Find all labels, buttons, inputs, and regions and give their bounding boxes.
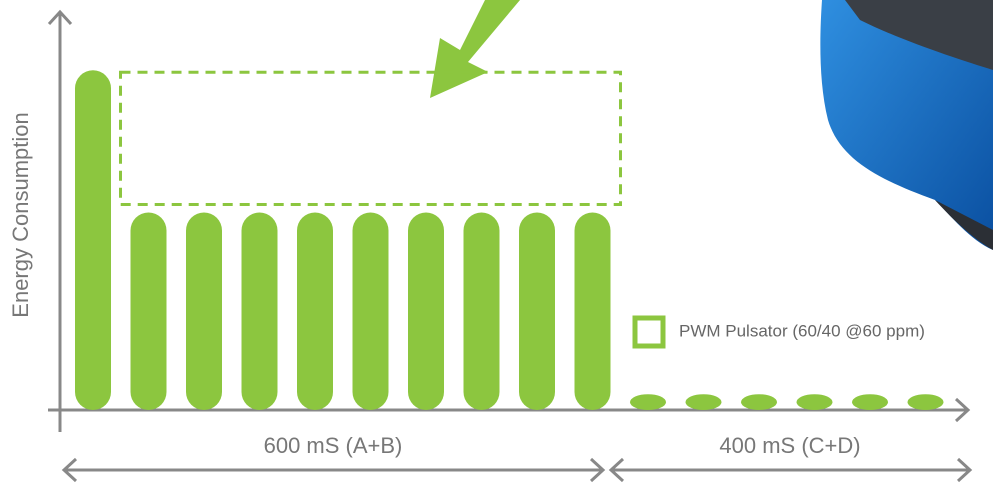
span-label: 600 mS (A+B)	[264, 433, 403, 458]
bar	[75, 70, 111, 411]
pointer-arrow	[430, 0, 520, 98]
bar	[519, 212, 555, 410]
y-axis-label: Energy Consumption	[8, 112, 33, 317]
bar	[907, 394, 944, 410]
bar	[685, 394, 722, 410]
bar	[297, 212, 333, 410]
span-label: 400 mS (C+D)	[719, 433, 860, 458]
legend-label: PWM Pulsator (60/40 @60 ppm)	[679, 321, 925, 340]
legend-swatch	[632, 315, 666, 349]
bar	[630, 394, 666, 410]
reference-outline	[119, 70, 622, 206]
bar	[463, 212, 500, 410]
bar	[741, 394, 777, 410]
axes	[47, 9, 973, 483]
bar	[352, 212, 389, 410]
bar	[796, 394, 833, 410]
bar	[408, 212, 444, 410]
bar	[574, 212, 611, 410]
bar	[186, 212, 222, 410]
bar	[130, 212, 167, 410]
bar	[241, 212, 278, 410]
bar	[852, 394, 888, 410]
device-image	[820, 0, 993, 250]
legend: PWM Pulsator (60/40 @60 ppm)	[632, 315, 925, 349]
